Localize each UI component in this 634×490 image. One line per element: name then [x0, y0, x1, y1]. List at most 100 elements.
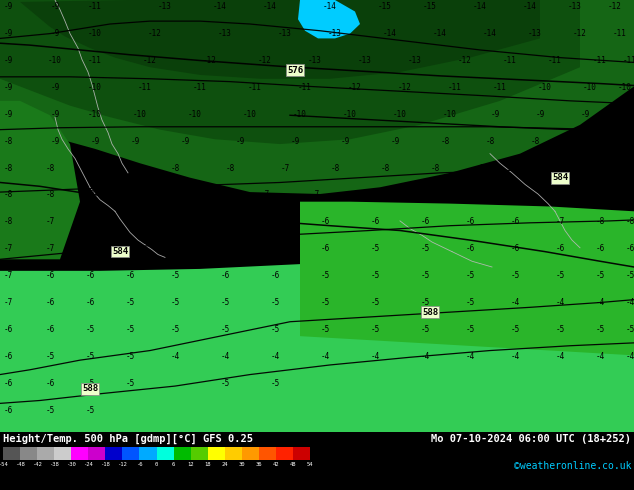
- Text: -5: -5: [320, 298, 330, 307]
- Text: -6: -6: [555, 244, 565, 253]
- Text: -10: -10: [393, 110, 407, 119]
- Text: -8: -8: [616, 137, 624, 146]
- Text: -11: -11: [493, 83, 507, 92]
- Text: -5: -5: [510, 271, 520, 280]
- Text: -5: -5: [465, 325, 475, 334]
- Polygon shape: [0, 101, 80, 259]
- Text: -5: -5: [595, 271, 605, 280]
- Text: 584: 584: [552, 173, 568, 182]
- Text: -24: -24: [84, 462, 93, 466]
- Text: -6: -6: [500, 191, 510, 199]
- Bar: [3, 447, 20, 460]
- Text: -7: -7: [410, 191, 420, 199]
- Text: -6: -6: [46, 325, 55, 334]
- Text: -5: -5: [126, 298, 134, 307]
- Text: -6: -6: [221, 244, 230, 253]
- Text: -5: -5: [86, 406, 94, 415]
- Text: -12: -12: [348, 83, 362, 92]
- Text: -8: -8: [3, 164, 13, 172]
- Text: -14: -14: [213, 2, 227, 11]
- Text: -11: -11: [503, 56, 517, 65]
- Text: 584: 584: [112, 247, 128, 256]
- Text: -11: -11: [298, 83, 312, 92]
- Text: -14: -14: [263, 2, 277, 11]
- Text: -14: -14: [473, 2, 487, 11]
- Text: -6: -6: [360, 191, 370, 199]
- Text: -42: -42: [32, 462, 42, 466]
- Text: 576: 576: [287, 66, 303, 74]
- Bar: [242, 447, 259, 460]
- Text: -7: -7: [555, 218, 565, 226]
- Text: -8: -8: [595, 218, 605, 226]
- Text: -8: -8: [330, 164, 340, 172]
- Text: -4: -4: [171, 352, 179, 361]
- Text: -7: -7: [221, 218, 230, 226]
- Bar: [191, 447, 208, 460]
- Text: -6: -6: [420, 218, 430, 226]
- Text: -8: -8: [3, 191, 13, 199]
- Text: -8: -8: [566, 164, 574, 172]
- Text: -7: -7: [3, 298, 13, 307]
- Text: -5: -5: [171, 244, 179, 253]
- Text: -6: -6: [455, 191, 465, 199]
- Text: -5: -5: [46, 352, 55, 361]
- Text: -13: -13: [408, 56, 422, 65]
- Text: -5: -5: [420, 298, 430, 307]
- Text: -15: -15: [423, 2, 437, 11]
- Text: -5: -5: [126, 352, 134, 361]
- Text: -10: -10: [88, 83, 102, 92]
- Polygon shape: [0, 0, 634, 194]
- Text: -11: -11: [593, 56, 607, 65]
- Text: -8: -8: [46, 191, 55, 199]
- Text: -30: -30: [67, 462, 76, 466]
- Text: -4: -4: [420, 352, 430, 361]
- Text: -9: -9: [290, 137, 300, 146]
- Text: -10: -10: [293, 110, 307, 119]
- Text: -5: -5: [420, 271, 430, 280]
- Text: -10: -10: [133, 110, 147, 119]
- Text: -7: -7: [46, 218, 55, 226]
- Text: -6: -6: [221, 271, 230, 280]
- Text: -4: -4: [625, 298, 634, 307]
- Text: -5: -5: [221, 379, 230, 388]
- Text: -10: -10: [188, 110, 202, 119]
- Text: -8: -8: [171, 164, 179, 172]
- Bar: [293, 447, 310, 460]
- Text: -8: -8: [430, 164, 439, 172]
- Text: -5: -5: [370, 298, 380, 307]
- Text: -48: -48: [15, 462, 25, 466]
- Text: -10: -10: [538, 83, 552, 92]
- Text: -12: -12: [458, 56, 472, 65]
- Text: -5: -5: [420, 325, 430, 334]
- Text: -4: -4: [555, 298, 565, 307]
- Text: -7: -7: [46, 244, 55, 253]
- Text: -5: -5: [555, 325, 565, 334]
- Text: -5: -5: [171, 298, 179, 307]
- Text: -5: -5: [320, 325, 330, 334]
- Text: -7: -7: [165, 191, 174, 199]
- Text: -12: -12: [143, 56, 157, 65]
- Text: -9: -9: [50, 83, 60, 92]
- Text: -8: -8: [120, 191, 129, 199]
- Text: -5: -5: [126, 325, 134, 334]
- Text: -4: -4: [510, 298, 520, 307]
- Text: -12: -12: [573, 29, 587, 38]
- Text: -6: -6: [3, 325, 13, 334]
- Text: 588: 588: [422, 308, 438, 317]
- Text: -6: -6: [370, 218, 380, 226]
- Text: -4: -4: [221, 352, 230, 361]
- Text: -13: -13: [278, 29, 292, 38]
- Text: -4: -4: [370, 352, 380, 361]
- Text: -5: -5: [86, 325, 94, 334]
- Text: -5: -5: [46, 406, 55, 415]
- Text: -9: -9: [3, 110, 13, 119]
- Text: -5: -5: [370, 325, 380, 334]
- Text: -12: -12: [398, 83, 412, 92]
- Text: -7: -7: [86, 218, 94, 226]
- Text: -7: -7: [3, 271, 13, 280]
- Text: -6: -6: [320, 244, 330, 253]
- Text: Height/Temp. 500 hPa [gdmp][°C] GFS 0.25: Height/Temp. 500 hPa [gdmp][°C] GFS 0.25: [3, 434, 253, 444]
- Text: -5: -5: [595, 325, 605, 334]
- Text: -5: -5: [555, 271, 565, 280]
- Text: -5: -5: [465, 298, 475, 307]
